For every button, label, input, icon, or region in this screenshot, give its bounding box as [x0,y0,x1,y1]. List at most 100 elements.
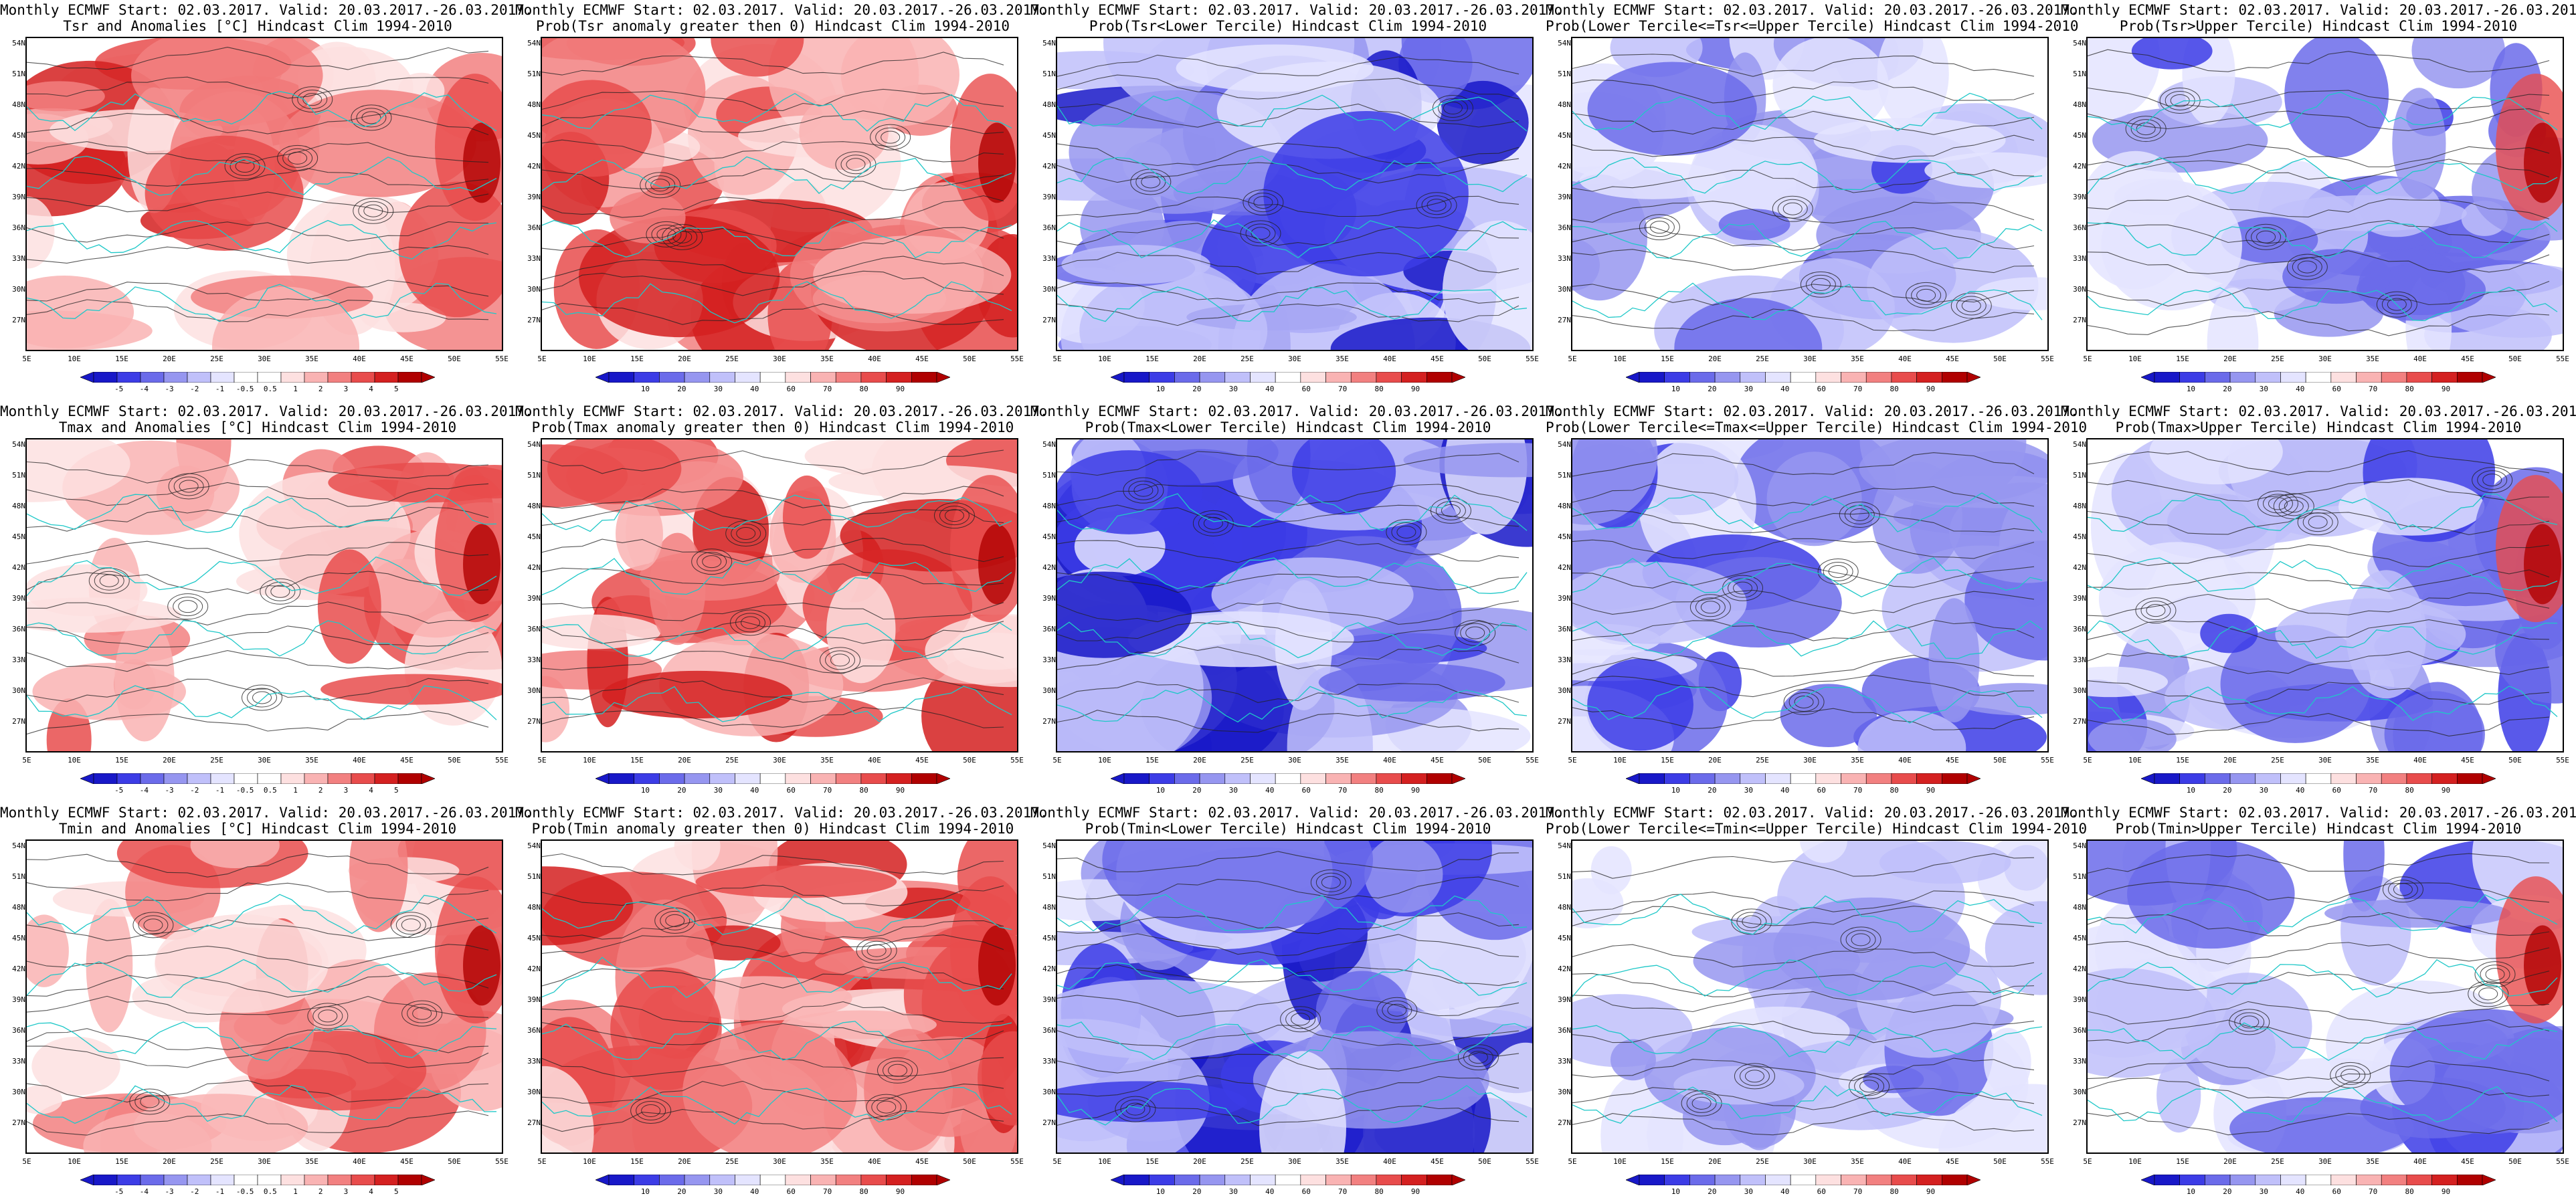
isotherm-contour [542,1108,1004,1132]
colorbar-label: 70 [1338,1187,1348,1196]
colorbar-swatch [2154,1175,2180,1185]
latitude-label: 54N [2073,841,2086,850]
colorbar-swatch [2229,1175,2256,1185]
colorbar [2141,1175,2496,1185]
isotherm-contour [27,1045,489,1068]
latitude-label: 33N [2073,1057,2086,1066]
longitude-label: 40E [1383,355,1396,363]
longitude-label: 30E [2318,1157,2332,1166]
panel-title: Monthly ECMWF Start: 02.03.2017. Valid: … [0,805,533,821]
isotherm-contour [1736,912,1767,932]
isotherm-contour [1133,484,1154,497]
coastline [542,219,1012,259]
forecast-panel: Monthly ECMWF Start: 02.03.2017. Valid: … [0,803,533,1204]
isotherm-contour [1911,285,1942,305]
colorbar-swatch [1942,372,1968,383]
latitude-label: 42N [1042,965,1056,973]
isotherm-contour [1828,565,1848,578]
longitude-label: 40E [353,756,366,765]
colorbar-label: 30 [713,1187,723,1196]
latitude-label: 39N [527,594,541,603]
isotherm-contour [830,654,850,667]
latitude-label: 27N [1042,1118,1056,1127]
isotherm-contour [2302,512,2333,532]
field-shading [212,286,360,350]
latitude-label: 39N [1042,594,1056,603]
latitude-label: 27N [12,316,25,324]
latitude-label: 36N [527,223,541,232]
latitude-label: 51N [1558,70,1571,78]
colorbar-label: 4 [369,385,373,393]
latitude-label: 39N [12,995,25,1004]
colorbar-label: 20 [2223,385,2232,393]
isotherm-contour [1057,540,1520,563]
field-shading [27,310,153,350]
coastline [1572,1085,2043,1124]
isotherm-contour [672,230,693,243]
panel-subtitle: Prob(Lower Tercile<=Tmin<=Upper Tercile)… [1546,821,2088,837]
colorbar-label: 30 [1744,786,1753,795]
latitude-label: 27N [527,717,541,726]
latitude-label: 48N [1042,502,1056,510]
colorbar-label: 20 [1192,385,1202,393]
longitude-label: 10E [68,355,81,363]
isotherm-contour [1733,581,1753,595]
colorbar-label: 60 [1301,385,1311,393]
longitude-label: 40E [1898,355,1912,363]
colorbar-swatch [1891,773,1917,784]
field-shading [2282,249,2391,304]
panel-subtitle: Prob(Tmax<Lower Tercile) Hindcast Clim 1… [1085,419,1491,435]
colorbar-swatch [1865,372,1892,383]
isotherm-contour [542,227,1004,251]
coastline [2088,92,2558,131]
isotherm-contour [725,520,767,547]
latitude-label: 39N [2073,594,2086,603]
coastline [27,91,497,132]
longitude-label: 15E [1145,1157,1159,1166]
colorbar-swatch [1275,1175,1301,1185]
isotherm-contour [866,944,887,957]
field-shading [542,444,628,508]
field-shading [1403,443,1532,478]
colorbar-label: 20 [1192,1187,1202,1196]
isotherm-contour [168,473,209,500]
isotherm-contour [1057,876,1520,900]
isotherm-contour [1203,516,1223,530]
field-shading [27,1085,63,1114]
latitude-label: 51N [1042,471,1056,480]
latitude-label: 27N [1042,316,1056,324]
colorbar-swatch [327,773,352,784]
isotherm-contour [1441,504,1461,517]
panel-subtitle: Prob(Tmax>Upper Tercile) Hindcast Clim 1… [2115,419,2522,435]
colorbar-swatch [1325,773,1352,784]
longitude-label: 35E [1851,1157,1864,1166]
longitude-label: 20E [1708,756,1722,765]
isotherm-contour [356,108,387,128]
longitude-label: 50E [1993,1157,2007,1166]
colorbar-swatch [759,1175,786,1185]
longitude-label: 25E [210,756,223,765]
colorbar-label: 30 [1228,1187,1238,1196]
isotherm-contour [2273,493,2314,520]
colorbar-label: 40 [750,786,759,795]
colorbar-label: -5 [114,786,124,795]
field-shading [826,575,896,684]
isotherm-contour [1572,654,2035,677]
colorbar-swatch [860,372,887,383]
colorbar-label: 10 [2186,786,2196,795]
isotherm-contour [1572,589,2035,615]
panel-subtitle: Prob(Tsr anomaly greater then 0) Hindcas… [535,18,1010,34]
field-shading [616,496,663,571]
latitude-label: 30N [527,285,541,294]
isotherm-contour [1437,98,1468,118]
isotherm-contour [1057,572,1520,593]
colorbar-label: 20 [677,786,686,795]
isotherm-contour [1427,199,1447,212]
longitude-label: 30E [1803,355,1817,363]
latitude-label: 42N [12,162,25,171]
latitude-label: 30N [1042,686,1056,695]
longitude-label: 5E [2083,355,2092,363]
field-shading [1572,174,1648,301]
forecast-map [541,438,1018,752]
isotherm-contour [27,625,489,648]
